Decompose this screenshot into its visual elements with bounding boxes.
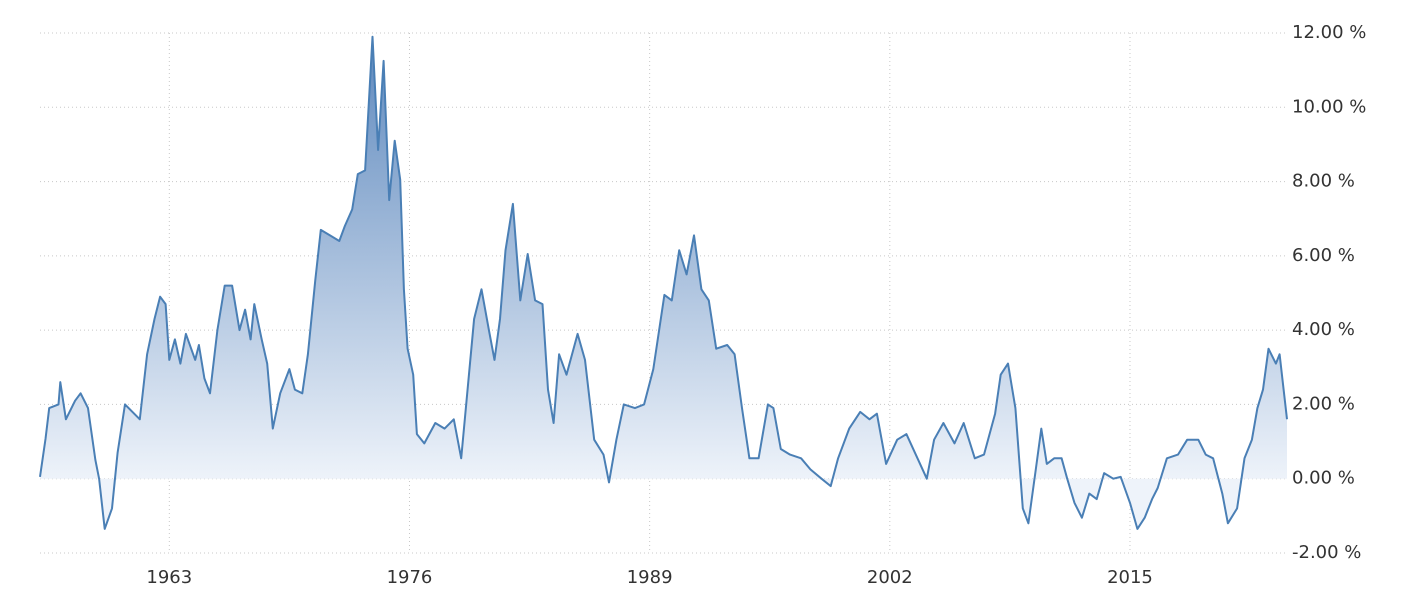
area-fill	[40, 36, 1287, 529]
y-tick-label: 0.00 %	[1292, 468, 1355, 489]
x-tick-label: 2002	[867, 567, 913, 588]
y-tick-label: 12.00 %	[1292, 22, 1366, 43]
y-tick-label: -2.00 %	[1292, 542, 1361, 563]
y-tick-label: 2.00 %	[1292, 393, 1355, 414]
y-tick-label: 10.00 %	[1292, 96, 1366, 117]
y-tick-label: 8.00 %	[1292, 171, 1355, 192]
y-tick-label: 6.00 %	[1292, 245, 1355, 266]
x-tick-label: 1976	[387, 567, 433, 588]
x-tick-label: 1989	[627, 567, 673, 588]
y-tick-label: 4.00 %	[1292, 319, 1355, 340]
x-tick-label: 1963	[146, 567, 192, 588]
line	[39, 35, 1288, 530]
x-tick-label: 2015	[1107, 567, 1153, 588]
